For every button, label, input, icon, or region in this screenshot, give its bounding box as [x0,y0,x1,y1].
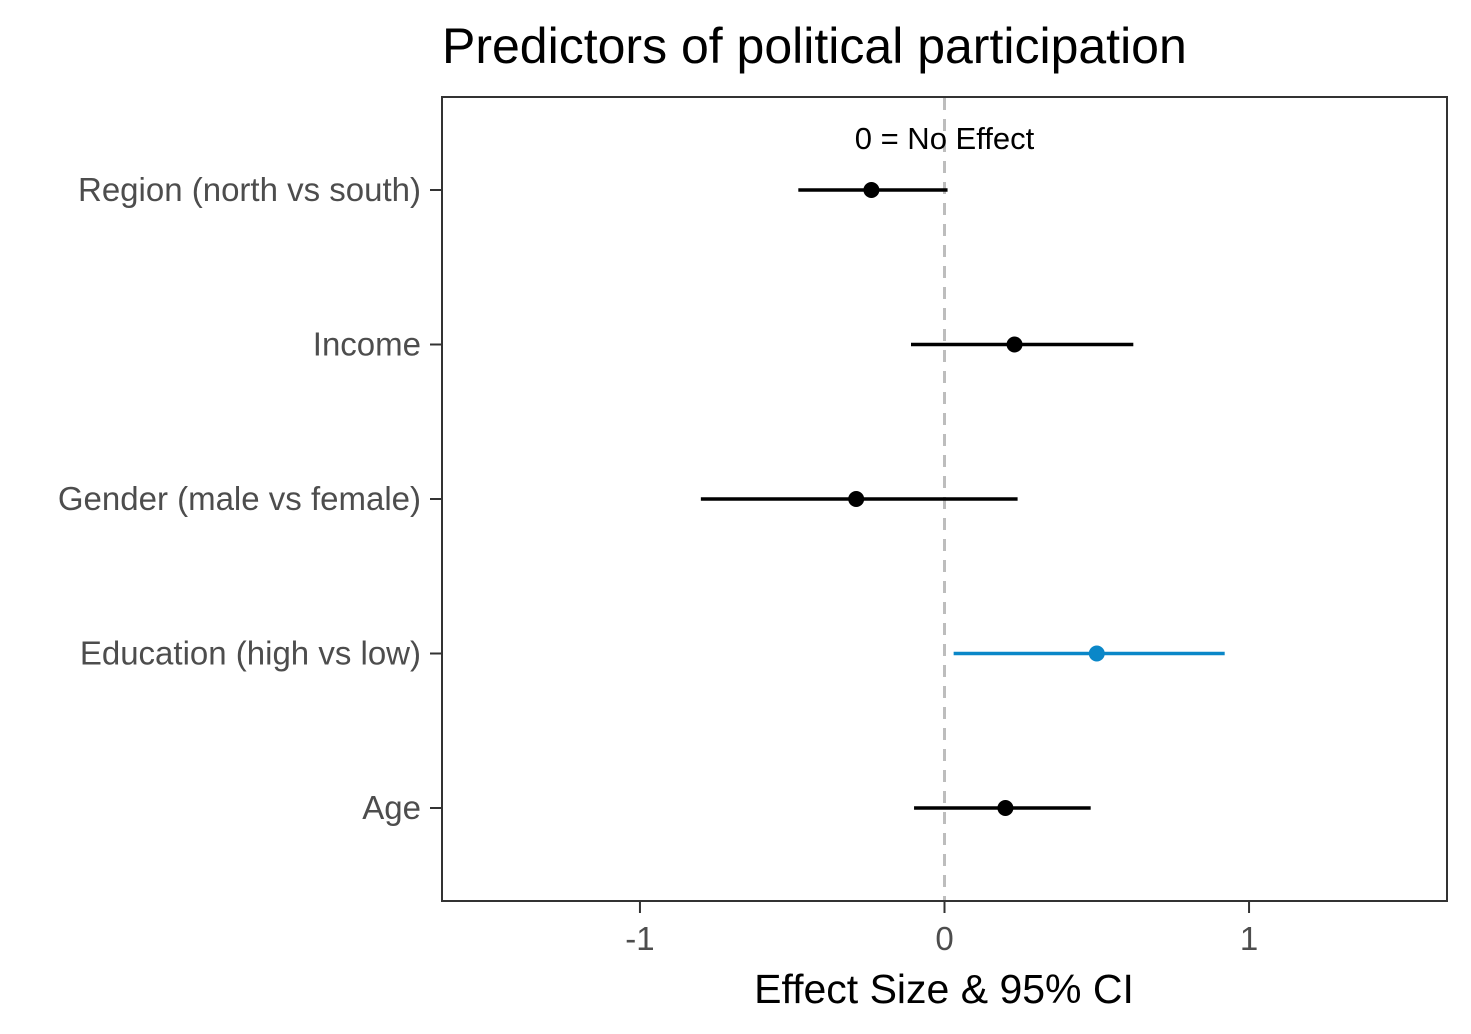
y-tick-label: Region (north vs south) [78,171,421,208]
no-effect-annotation: 0 = No Effect [855,121,1035,156]
estimate-point [997,800,1014,816]
estimate-marks [700,182,1225,816]
x-tick-label: 0 [935,920,953,957]
y-tick-label: Education (high vs low) [80,635,421,672]
y-tick-label: Income [313,326,421,363]
estimate-point [1006,336,1023,353]
x-axis: -1 0 1 [625,901,1258,957]
y-axis: Region (north vs south) Income Gender (mal… [58,171,442,826]
y-tick-label: Gender (male vs female) [58,480,421,517]
y-tick-label: Age [362,789,421,826]
x-axis-label: Effect Size & 95% CI [754,966,1134,1012]
estimate-point [848,491,865,507]
chart-title: Predictors of political participation [442,18,1187,74]
x-tick-label: 1 [1240,920,1258,957]
estimate-point [863,182,880,198]
x-tick-label: -1 [625,920,654,957]
estimate-point [1088,645,1105,662]
